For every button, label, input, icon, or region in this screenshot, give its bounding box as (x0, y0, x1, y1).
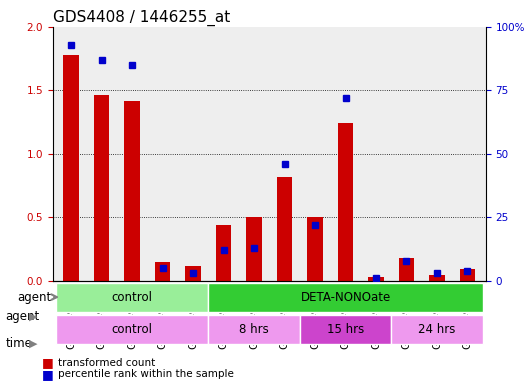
Text: ■: ■ (42, 356, 54, 369)
Text: percentile rank within the sample: percentile rank within the sample (58, 369, 234, 379)
Text: ■: ■ (42, 368, 54, 381)
Text: control: control (111, 323, 153, 336)
Text: DETA-NONOate: DETA-NONOate (300, 291, 391, 304)
Text: 24 hrs: 24 hrs (418, 323, 456, 336)
Bar (429, 275, 445, 281)
FancyBboxPatch shape (56, 315, 209, 344)
Bar (63, 55, 79, 281)
FancyBboxPatch shape (209, 283, 483, 312)
FancyBboxPatch shape (391, 315, 483, 344)
Text: control: control (111, 291, 153, 304)
Text: ▶: ▶ (29, 339, 37, 349)
Bar (307, 217, 323, 281)
Bar (125, 101, 140, 281)
Bar (338, 123, 353, 281)
Bar (185, 266, 201, 281)
Bar (216, 225, 231, 281)
Bar (155, 262, 170, 281)
Text: time: time (5, 337, 32, 350)
Bar (369, 277, 384, 281)
FancyBboxPatch shape (56, 283, 209, 312)
Bar (247, 217, 262, 281)
FancyBboxPatch shape (300, 315, 391, 344)
Text: agent: agent (17, 291, 51, 304)
Bar (460, 270, 475, 281)
Text: 15 hrs: 15 hrs (327, 323, 364, 336)
Text: 8 hrs: 8 hrs (239, 323, 269, 336)
Text: agent: agent (5, 310, 40, 323)
Bar (277, 177, 292, 281)
Text: ▶: ▶ (29, 312, 37, 322)
Text: transformed count: transformed count (58, 358, 155, 368)
Bar (399, 258, 414, 281)
Text: GDS4408 / 1446255_at: GDS4408 / 1446255_at (53, 9, 230, 25)
FancyBboxPatch shape (209, 315, 300, 344)
Bar (94, 96, 109, 281)
